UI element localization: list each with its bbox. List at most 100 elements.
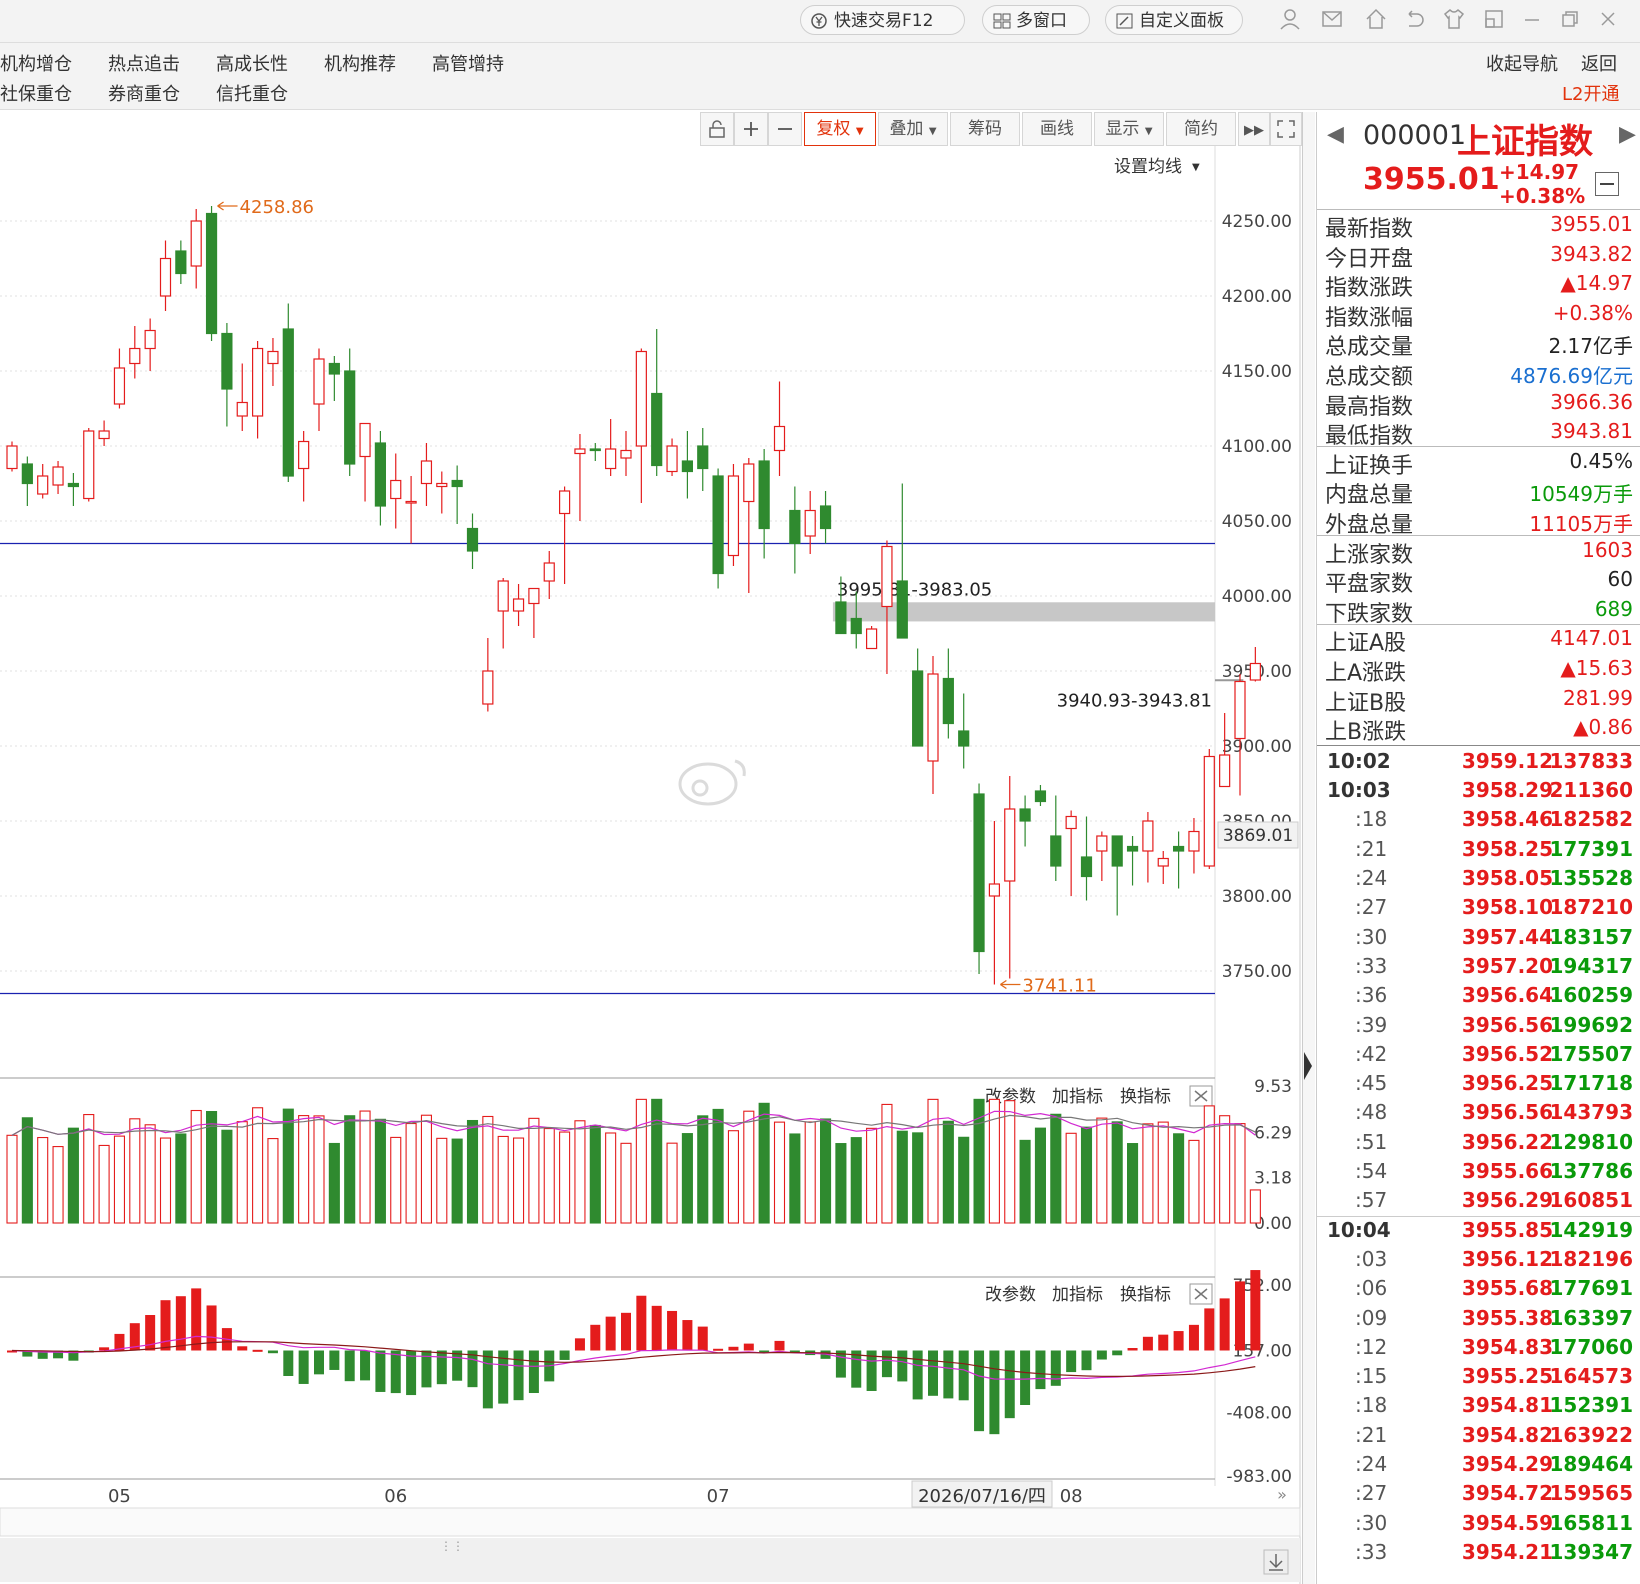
overlay-label: 叠加 bbox=[889, 119, 924, 139]
close-icon[interactable] bbox=[1594, 8, 1622, 34]
layout-icon[interactable] bbox=[1480, 8, 1508, 34]
candle bbox=[1034, 785, 1047, 806]
nav-item-institution-increase[interactable]: 机构增仓 bbox=[0, 54, 72, 75]
macd-bar bbox=[1004, 1350, 1015, 1419]
volume-close-button[interactable] bbox=[1189, 1085, 1213, 1107]
quote-row: 上证B股 281.99 bbox=[1317, 684, 1640, 716]
nav-item-executive-increase[interactable]: 高管增持 bbox=[432, 54, 504, 75]
custom-panel-button[interactable]: 自定义面板 bbox=[1105, 5, 1243, 35]
macd-bar bbox=[667, 1310, 678, 1351]
current-price: 3955.01 bbox=[1363, 162, 1500, 197]
divider bbox=[1317, 209, 1640, 210]
user-icon[interactable] bbox=[1276, 8, 1304, 34]
nav-item-trust-holdings[interactable]: 信托重仓 bbox=[216, 84, 288, 105]
fuquan-dropdown[interactable]: 复权 ▼ bbox=[804, 112, 876, 146]
chips-button[interactable]: 筹码 bbox=[950, 112, 1020, 146]
macd-bar bbox=[958, 1350, 969, 1401]
macd-add-indicator[interactable]: 加指标 bbox=[1052, 1285, 1103, 1305]
macd-bar bbox=[329, 1350, 340, 1370]
fullscreen-button[interactable] bbox=[1270, 112, 1302, 146]
horizontal-scrollbar[interactable] bbox=[0, 1507, 1301, 1537]
kline-chart[interactable]: 4250.00 4200.00 4150.00 4100.00 4050.00 4000.… bbox=[0, 146, 1308, 1584]
tick-price: 3959.12 bbox=[1461, 748, 1553, 773]
nav-item-institution-recommend[interactable]: 机构推荐 bbox=[324, 54, 396, 75]
minimize-icon[interactable] bbox=[1518, 8, 1546, 34]
nav-item-broker-holdings[interactable]: 券商重仓 bbox=[108, 84, 180, 105]
tick-volume: 164573 bbox=[1549, 1364, 1634, 1389]
prev-stock-icon[interactable]: ◀ bbox=[1327, 122, 1344, 147]
collapse-quote-button[interactable] bbox=[1595, 172, 1619, 196]
quote-value: 60 bbox=[1607, 567, 1633, 592]
macd-close-button[interactable] bbox=[1189, 1283, 1213, 1305]
collapse-right-icon[interactable] bbox=[1304, 1052, 1312, 1080]
macd-bar bbox=[436, 1350, 447, 1385]
macd-modify-params[interactable]: 改参数 bbox=[985, 1285, 1036, 1305]
resize-grip-icon[interactable]: ⋮⋮ bbox=[440, 1539, 464, 1553]
volume-bar bbox=[819, 1118, 832, 1224]
volume-bar bbox=[866, 1127, 878, 1224]
display-dropdown[interactable]: 显示 ▼ bbox=[1094, 112, 1164, 146]
quote-value: 689 bbox=[1594, 596, 1633, 621]
quote-value: 0.45% bbox=[1569, 448, 1633, 473]
back-link[interactable]: 返回 bbox=[1581, 54, 1617, 75]
volume-ma-line bbox=[11, 1114, 1256, 1136]
price-tick-label: 4000.00 bbox=[1222, 587, 1292, 607]
quick-trade-button[interactable]: 快速交易F12 bbox=[800, 5, 965, 35]
volume-bar bbox=[282, 1108, 294, 1224]
macd-bar bbox=[114, 1333, 125, 1351]
panel-splitter[interactable] bbox=[1302, 112, 1315, 1584]
macd-switch-indicator[interactable]: 换指标 bbox=[1120, 1285, 1171, 1305]
volume-bar bbox=[390, 1136, 402, 1224]
candle bbox=[1249, 647, 1261, 682]
next-stock-icon[interactable]: ▶ bbox=[1619, 122, 1636, 147]
crosshair-price: 3869.01 bbox=[1223, 826, 1293, 846]
macd-bar bbox=[697, 1326, 708, 1351]
nav-item-social-security[interactable]: 社保重仓 bbox=[0, 84, 72, 105]
nav-item-high-growth[interactable]: 高成长性 bbox=[216, 54, 288, 75]
volume-switch-indicator[interactable]: 换指标 bbox=[1120, 1087, 1171, 1107]
nav-item-hotspot[interactable]: 热点追击 bbox=[108, 54, 180, 75]
set-ma-label[interactable]: 设置均线 bbox=[1114, 157, 1182, 177]
scroll-right-icon[interactable]: » bbox=[1277, 1485, 1287, 1504]
mail-icon[interactable] bbox=[1318, 8, 1346, 34]
tick-row: :39 3956.56 199692 bbox=[1317, 1013, 1640, 1041]
more-button[interactable]: ▶▶ bbox=[1238, 112, 1270, 146]
draw-line-button[interactable]: 画线 bbox=[1022, 112, 1092, 146]
candle bbox=[282, 303, 294, 482]
quote-label: 总成交量 bbox=[1325, 335, 1414, 361]
simple-mode-button[interactable]: 简约 bbox=[1166, 112, 1236, 146]
undo-icon[interactable] bbox=[1400, 8, 1428, 34]
home-icon[interactable] bbox=[1362, 8, 1390, 34]
macd-bar bbox=[636, 1295, 647, 1351]
macd-bar bbox=[467, 1350, 478, 1388]
volume-bars bbox=[6, 1098, 1261, 1224]
candle bbox=[83, 428, 95, 502]
volume-bar bbox=[712, 1108, 724, 1224]
restore-icon[interactable] bbox=[1556, 8, 1584, 34]
overlay-dropdown[interactable]: 叠加 ▼ bbox=[878, 112, 948, 146]
candle bbox=[175, 240, 187, 284]
l2-open-link[interactable]: L2开通 bbox=[1562, 84, 1620, 105]
collapse-nav-link[interactable]: 收起导航 bbox=[1486, 54, 1558, 75]
quote-value: 3966.36 bbox=[1550, 389, 1633, 414]
multi-window-button[interactable]: 多窗口 bbox=[982, 5, 1090, 35]
tick-time: :51 bbox=[1355, 1129, 1388, 1154]
tick-row: :06 3955.68 177691 bbox=[1317, 1276, 1640, 1304]
macd-bar bbox=[743, 1343, 754, 1351]
volume-bar bbox=[605, 1132, 617, 1224]
lock-button[interactable] bbox=[700, 112, 734, 146]
zoom-out-button[interactable] bbox=[768, 112, 802, 146]
download-button[interactable] bbox=[1263, 1549, 1289, 1575]
macd-bar bbox=[682, 1320, 693, 1351]
candle bbox=[558, 486, 571, 584]
tick-row: :09 3955.38 163397 bbox=[1317, 1306, 1640, 1334]
volume-add-indicator[interactable]: 加指标 bbox=[1052, 1087, 1103, 1107]
tick-price: 3954.29 bbox=[1461, 1452, 1553, 1476]
tick-time: :45 bbox=[1355, 1071, 1388, 1096]
tick-price: 3958.25 bbox=[1461, 836, 1553, 861]
zoom-in-button[interactable] bbox=[734, 112, 768, 146]
shirt-icon[interactable] bbox=[1440, 8, 1468, 34]
volume-bar bbox=[1173, 1133, 1185, 1224]
tick-price: 3954.21 bbox=[1461, 1539, 1553, 1564]
volume-tick-label: 6.29 bbox=[1254, 1124, 1292, 1144]
